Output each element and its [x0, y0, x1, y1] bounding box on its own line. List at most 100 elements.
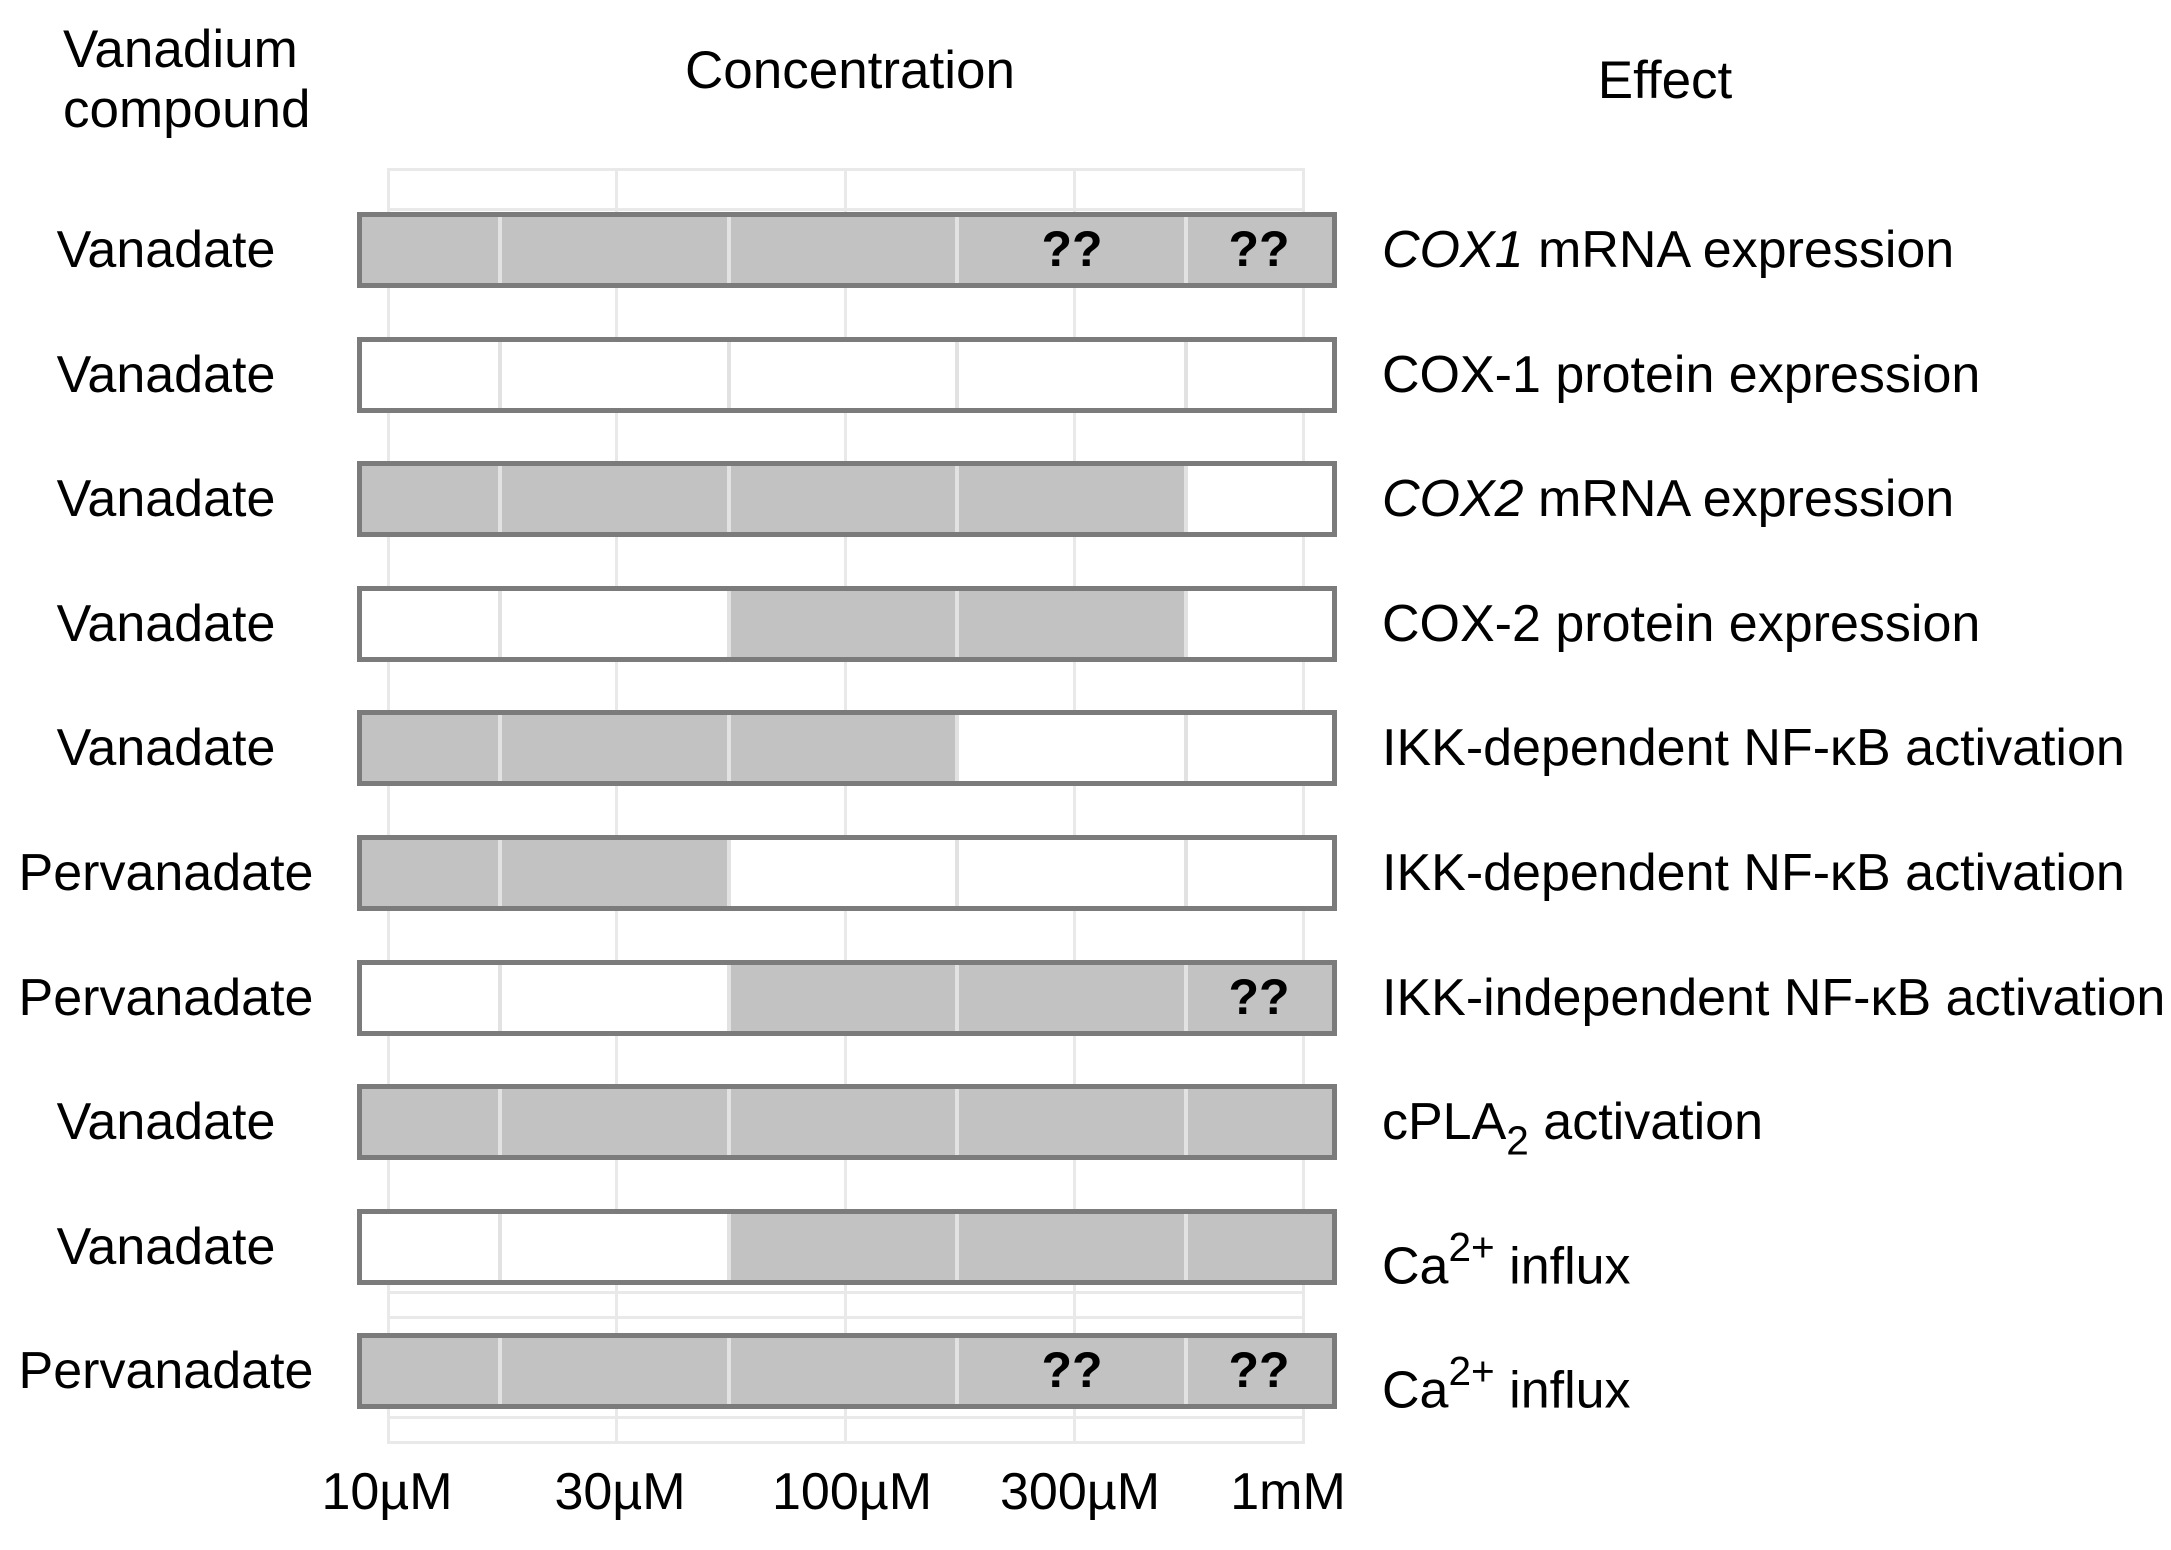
concentration-bar: ???? [357, 1333, 1337, 1409]
effect-label-superscript: 2+ [1448, 1348, 1495, 1394]
segment-divider [727, 217, 731, 283]
effect-label: IKK-dependent NF-κB activation [1382, 842, 2125, 904]
bar-segment-active [1186, 1214, 1332, 1280]
segment-divider [955, 1338, 959, 1404]
effect-label: IKK-dependent NF-κB activation [1382, 717, 2125, 779]
concentration-bar: ???? [357, 212, 1337, 288]
segment-divider [1184, 466, 1188, 532]
segment-divider [1184, 1089, 1188, 1155]
axis-tick-label: 10µM [321, 1463, 453, 1521]
concentration-bar [357, 1084, 1337, 1160]
bar-segment-active [1186, 217, 1332, 283]
segment-divider [727, 1338, 731, 1404]
segment-divider [955, 591, 959, 657]
bar-segment-active [729, 1338, 957, 1404]
uncertainty-mark: ?? [1228, 1341, 1290, 1398]
effect-label: COX-1 protein expression [1382, 344, 1980, 406]
segment-divider [955, 342, 959, 408]
uncertainty-mark: ?? [1228, 968, 1290, 1025]
bar-segment-active [362, 840, 500, 906]
concentration-bar [357, 586, 1337, 662]
bar-segment-active [957, 1089, 1186, 1155]
bar-segment-active [362, 1089, 500, 1155]
bar-segment-active [729, 1089, 957, 1155]
bar-segment-active [500, 1338, 729, 1404]
segment-divider [955, 1089, 959, 1155]
compound-column-header: Vanadium compound [63, 20, 311, 140]
segment-divider [498, 466, 502, 532]
row-compound-label: Pervanadate [18, 1342, 314, 1400]
effect-label-text: IKK-dependent NF-κB activation [1382, 719, 2125, 777]
segment-divider [498, 715, 502, 781]
concentration-bar: ?? [357, 960, 1337, 1036]
effect-label-text: influx [1494, 1361, 1631, 1420]
axis-tick-label: 300µM [999, 1463, 1161, 1521]
bar-segment-active [957, 1214, 1186, 1280]
effect-label-text: COX-2 protein expression [1382, 595, 1981, 653]
bar-segment-active [957, 466, 1186, 532]
effect-label-text: mRNA expression [1523, 221, 1955, 279]
segment-divider [498, 965, 502, 1031]
segment-divider [1184, 840, 1188, 906]
effect-label-text: Ca [1382, 1237, 1449, 1296]
segment-divider [498, 1089, 502, 1155]
row-compound-label: Vanadate [56, 221, 276, 279]
segment-divider [498, 1214, 502, 1280]
bar-segment-active [362, 1338, 500, 1404]
segment-divider [955, 965, 959, 1031]
segment-divider [955, 715, 959, 781]
segment-divider [1184, 342, 1188, 408]
bar-segment-active [729, 217, 957, 283]
effect-label-gene-italic: COX2 [1382, 470, 1524, 528]
uncertainty-mark: ?? [1228, 220, 1290, 277]
effect-label: COX1 mRNA expression [1382, 219, 1954, 281]
compound-column-header-line1: Vanadium [63, 20, 298, 79]
effect-label-text: COX-1 protein expression [1382, 346, 1981, 404]
segment-divider [1184, 1338, 1188, 1404]
row-compound-label: Vanadate [56, 595, 276, 653]
gridline-horizontal [390, 208, 1302, 211]
gridline-vertical [844, 171, 847, 1441]
segment-divider [955, 217, 959, 283]
gridline-horizontal [390, 1316, 1302, 1319]
row-compound-label: Vanadate [56, 346, 276, 404]
effect-label-text: IKK-independent NF-κB activation [1382, 969, 2166, 1027]
concentration-bar [357, 461, 1337, 537]
segment-divider [498, 840, 502, 906]
bar-segment-active [500, 217, 729, 283]
effect-label-text: mRNA expression [1523, 470, 1955, 528]
segment-divider [498, 342, 502, 408]
segment-divider [1184, 965, 1188, 1031]
gridline-vertical [615, 171, 618, 1441]
segment-divider [727, 466, 731, 532]
concentration-bar [357, 710, 1337, 786]
axis-tick-label: 30µM [554, 1463, 686, 1521]
row-compound-label: Vanadate [56, 1218, 276, 1276]
effect-label-gene-italic: COX1 [1382, 221, 1524, 279]
effect-label: COX2 mRNA expression [1382, 468, 1954, 530]
axis-tick-label: 100µM [771, 1463, 933, 1521]
bar-segment-active [729, 715, 957, 781]
effect-label: Ca2+ influx [1382, 1216, 1631, 1297]
row-compound-label: Vanadate [56, 1093, 276, 1151]
row-compound-label: Vanadate [56, 470, 276, 528]
effect-label-subscript: 2 [1506, 1117, 1529, 1164]
bar-segment-active [957, 591, 1186, 657]
segment-divider [955, 1214, 959, 1280]
segment-divider [1184, 217, 1188, 283]
concentration-bar [357, 337, 1337, 413]
segment-divider [498, 591, 502, 657]
bar-segment-active [1186, 965, 1332, 1031]
compound-column-header-line2: compound [63, 80, 311, 139]
segment-divider [727, 840, 731, 906]
segment-divider [727, 342, 731, 408]
uncertainty-mark: ?? [1041, 1341, 1103, 1398]
bar-segment-active [957, 217, 1186, 283]
segment-divider [498, 217, 502, 283]
effect-label-superscript: 2+ [1448, 1224, 1495, 1270]
gridline-horizontal [390, 1416, 1302, 1419]
segment-divider [1184, 715, 1188, 781]
concentration-bar [357, 1209, 1337, 1285]
concentration-header: Concentration [685, 41, 1015, 100]
